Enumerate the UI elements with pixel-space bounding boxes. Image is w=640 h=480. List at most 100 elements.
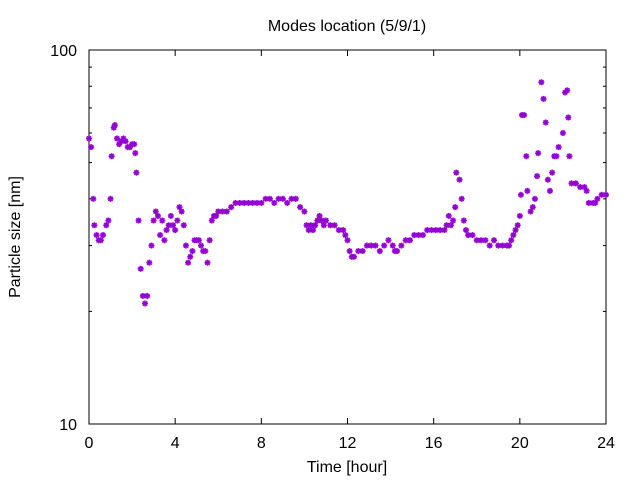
data-point: [565, 114, 572, 121]
data-point: [161, 237, 168, 244]
data-point: [534, 173, 541, 180]
data-point: [159, 217, 166, 224]
data-point: [572, 180, 579, 187]
data-point: [344, 237, 351, 244]
data-point: [301, 208, 308, 215]
data-point: [204, 259, 211, 266]
data-point: [453, 169, 460, 176]
x-tick-label: 0: [85, 435, 94, 452]
data-point: [566, 153, 573, 160]
y-tick-label: 10: [59, 417, 77, 434]
data-point: [482, 237, 489, 244]
data-point: [157, 232, 164, 239]
data-point: [178, 208, 185, 215]
data-point: [144, 292, 151, 299]
data-point: [460, 217, 467, 224]
data-point: [249, 199, 256, 206]
data-point: [208, 217, 215, 224]
data-point: [213, 212, 220, 219]
data-point: [535, 150, 542, 157]
data-point: [142, 300, 149, 307]
x-tick-label: 12: [339, 435, 357, 452]
data-point: [114, 135, 121, 142]
data-point: [594, 195, 601, 202]
data-point: [314, 217, 321, 224]
data-point: [546, 187, 553, 194]
data-point: [359, 248, 366, 255]
data-point: [559, 129, 566, 136]
data-point: [206, 237, 213, 244]
data-point: [271, 199, 278, 206]
data-point: [394, 248, 401, 255]
x-tick-label: 4: [171, 435, 180, 452]
data-point: [524, 187, 531, 194]
data-point: [86, 135, 92, 142]
data-point: [97, 237, 104, 244]
data-point: [122, 138, 129, 145]
data-point: [469, 232, 476, 239]
data-point: [258, 199, 265, 206]
data-point: [202, 248, 209, 255]
data-point: [111, 122, 118, 129]
data-point: [195, 237, 202, 244]
data-point: [174, 217, 181, 224]
data-point: [458, 195, 465, 202]
data-point: [419, 232, 426, 239]
data-point: [346, 248, 353, 255]
data-point: [521, 112, 528, 119]
data-point: [310, 227, 317, 234]
data-point: [90, 195, 97, 202]
data-point: [452, 204, 459, 211]
data-point: [185, 259, 192, 266]
data-point: [510, 232, 517, 239]
data-point: [516, 212, 523, 219]
data-point: [445, 212, 452, 219]
data-point: [603, 191, 609, 198]
data-point: [350, 253, 357, 260]
data-point: [415, 232, 422, 239]
y-tick-label: 100: [50, 43, 77, 60]
data-point: [456, 176, 463, 183]
data-point: [544, 176, 551, 183]
data-point: [506, 242, 513, 249]
data-point: [381, 242, 388, 249]
data-point: [555, 144, 562, 151]
data-point: [553, 153, 560, 160]
y-axis: 10 100: [50, 43, 606, 434]
data-point: [529, 204, 536, 211]
data-point: [447, 222, 454, 229]
data-point: [340, 227, 347, 234]
data-point: [180, 222, 187, 229]
x-tick-label: 16: [425, 435, 443, 452]
data-point: [441, 227, 448, 234]
data-point: [133, 169, 140, 176]
data-point: [335, 227, 342, 234]
data-point: [331, 222, 338, 229]
data-point: [542, 119, 549, 126]
y-axis-label: Particle size [nm]: [7, 176, 24, 298]
data-point: [163, 227, 170, 234]
data-point: [107, 195, 114, 202]
data-point: [424, 227, 431, 234]
data-point: [245, 199, 252, 206]
data-point: [146, 259, 153, 266]
data-point: [88, 144, 95, 151]
data-point: [108, 153, 115, 160]
data-point: [512, 227, 519, 234]
data-point: [172, 227, 179, 234]
data-point: [316, 212, 323, 219]
data-point: [187, 253, 194, 260]
data-point: [154, 212, 161, 219]
data-point: [538, 79, 545, 86]
data-point: [223, 208, 230, 215]
data-point: [372, 242, 379, 249]
data-point: [486, 242, 493, 249]
data-point: [322, 217, 329, 224]
data-point: [517, 191, 524, 198]
data-point: [137, 265, 144, 272]
data-point: [549, 169, 556, 176]
data-point: [583, 187, 590, 194]
x-tick-label: 24: [597, 435, 615, 452]
data-point: [312, 222, 319, 229]
